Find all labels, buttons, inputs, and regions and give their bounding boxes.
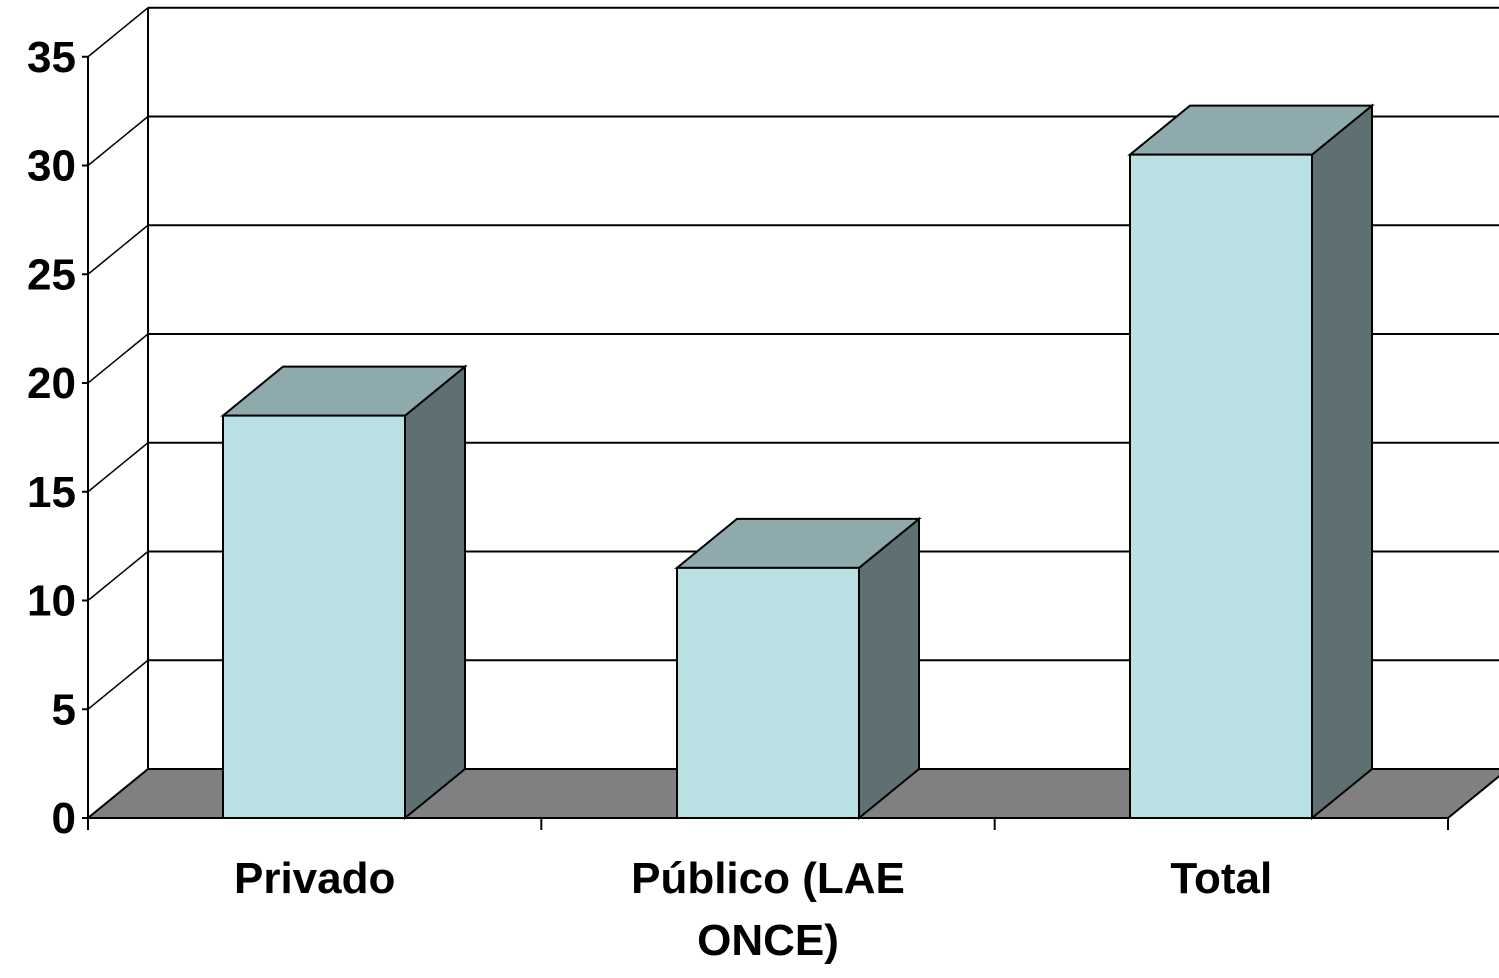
bar <box>676 566 860 819</box>
gridline-diagonal <box>87 333 149 384</box>
gridline-diagonal <box>87 224 149 275</box>
bar-side <box>1311 103 1373 821</box>
x-category-label-line: ONCE) <box>697 916 839 965</box>
x-category-label-line: Público (LAE <box>631 854 905 903</box>
y-tick-label: 5 <box>52 685 76 734</box>
gridline-diagonal <box>87 550 149 602</box>
y-tick-label: 30 <box>27 142 76 191</box>
y-tick-label: 15 <box>27 468 76 517</box>
y-tick-label: 10 <box>27 577 76 626</box>
x-category-label-line: Privado <box>234 854 395 903</box>
gridline-diagonal <box>87 442 149 493</box>
x-category-label-line: Total <box>1170 854 1272 903</box>
y-tick-label: 20 <box>27 359 76 408</box>
gridline-diagonal <box>87 7 149 58</box>
x-category-label: Privado <box>234 854 395 903</box>
gridline-diagonal <box>87 115 149 167</box>
bar <box>1129 153 1313 819</box>
y-tick-label: 0 <box>52 794 76 843</box>
y-tick-label: 25 <box>27 250 76 299</box>
x-category-label: Total <box>1170 854 1272 903</box>
bar-side <box>404 364 466 821</box>
bar-side <box>858 516 920 821</box>
gridline-diagonal <box>87 659 149 710</box>
x-category-label: Público (LAE ONCE) <box>631 854 905 965</box>
y-tick-label: 35 <box>27 33 76 82</box>
bar <box>222 414 406 819</box>
gridline-diagonal <box>87 768 149 819</box>
